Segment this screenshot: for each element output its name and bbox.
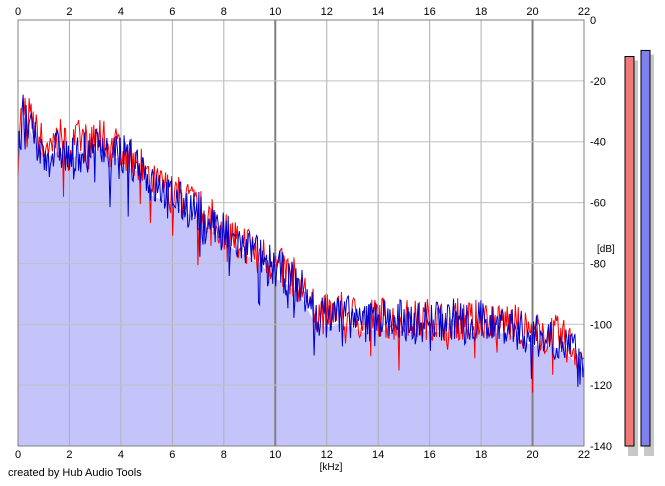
x-tick-top-12: 12 bbox=[321, 6, 333, 18]
x-tick-top-6: 6 bbox=[169, 6, 175, 18]
x-tick-top-22: 22 bbox=[578, 6, 590, 18]
x-axis-bottom-ticks: 0 2 4 6 8 10 12 14 16 18 20 22 bbox=[15, 449, 590, 461]
x-axis-label: [kHz] bbox=[320, 462, 343, 473]
x-tick-top-16: 16 bbox=[424, 6, 436, 18]
spectrum-fill-area bbox=[18, 115, 584, 446]
y-tick--140: -140 bbox=[590, 441, 612, 453]
x-tick-bottom-4: 4 bbox=[118, 449, 124, 461]
y-axis-ticks: 0 -20 -40 -60 -80 -100 -120 -140 bbox=[590, 15, 612, 453]
x-tick-bottom-0: 0 bbox=[15, 449, 21, 461]
x-tick-top-8: 8 bbox=[221, 6, 227, 18]
y-tick-0: 0 bbox=[590, 15, 596, 27]
x-tick-bottom-12: 12 bbox=[321, 449, 333, 461]
y-tick--80: -80 bbox=[590, 258, 606, 270]
y-tick--100: -100 bbox=[590, 319, 612, 331]
y-tick--120: -120 bbox=[590, 380, 612, 392]
x-tick-bottom-16: 16 bbox=[424, 449, 436, 461]
y-axis-label: [dB] bbox=[597, 244, 615, 255]
level-meter-red bbox=[624, 56, 635, 447]
level-meters bbox=[624, 49, 654, 457]
x-tick-bottom-18: 18 bbox=[475, 449, 487, 461]
x-tick-bottom-22: 22 bbox=[578, 449, 590, 461]
plot-frame bbox=[17, 19, 585, 447]
x-tick-bottom-20: 20 bbox=[526, 449, 538, 461]
credit-text: created by Hub Audio Tools bbox=[8, 467, 142, 479]
x-tick-top-18: 18 bbox=[475, 6, 487, 18]
x-tick-bottom-6: 6 bbox=[169, 449, 175, 461]
x-tick-top-10: 10 bbox=[269, 6, 281, 18]
series-line-blue bbox=[17, 94, 585, 387]
x-tick-top-14: 14 bbox=[372, 6, 384, 18]
x-tick-top-4: 4 bbox=[118, 6, 124, 18]
x-tick-bottom-2: 2 bbox=[66, 449, 72, 461]
x-tick-bottom-14: 14 bbox=[372, 449, 384, 461]
y-tick--40: -40 bbox=[590, 137, 606, 149]
y-tick--60: -60 bbox=[590, 198, 606, 210]
x-tick-top-2: 2 bbox=[66, 6, 72, 18]
x-tick-top-0: 0 bbox=[15, 6, 21, 18]
x-tick-bottom-8: 8 bbox=[221, 449, 227, 461]
series-lines bbox=[17, 94, 585, 393]
spectrum-fill bbox=[18, 115, 584, 446]
y-tick--20: -20 bbox=[590, 76, 606, 88]
x-tick-bottom-10: 10 bbox=[269, 449, 281, 461]
series-line-red bbox=[17, 97, 585, 393]
x-axis-top-ticks: 0 2 4 6 8 10 12 14 16 18 20 22 bbox=[15, 6, 590, 18]
x-tick-top-20: 20 bbox=[526, 6, 538, 18]
level-meter-blue bbox=[640, 49, 651, 447]
